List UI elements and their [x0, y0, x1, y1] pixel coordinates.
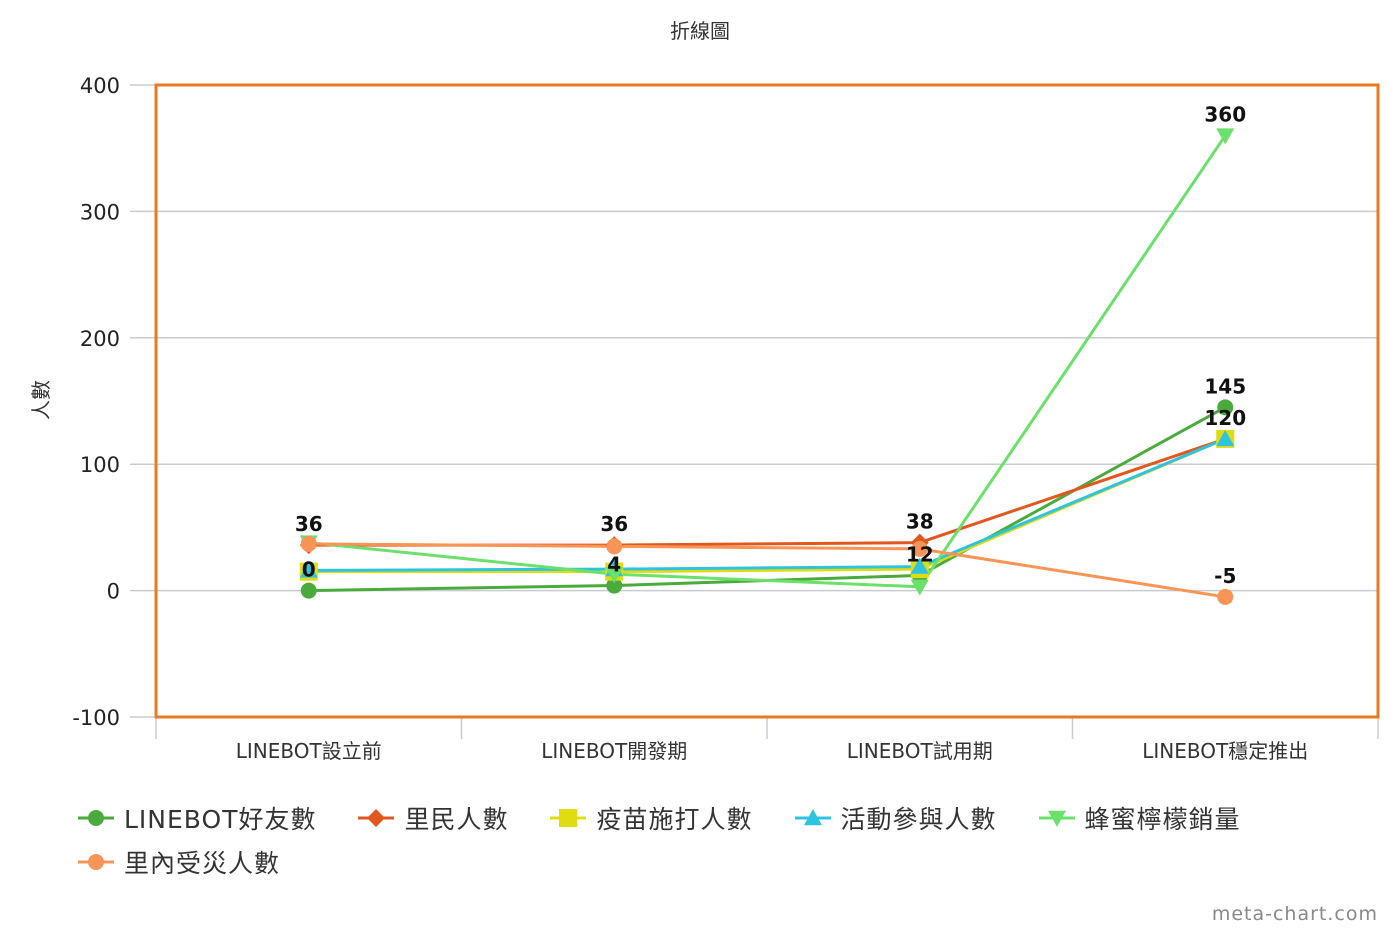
plot-frame — [154, 83, 1380, 719]
data-label: 36 — [600, 512, 628, 536]
data-point[interactable] — [1217, 588, 1234, 605]
legend-label: LINEBOT好友數 — [124, 805, 317, 834]
x-tick-label: LINEBOT試用期 — [847, 739, 993, 763]
series-line — [308, 134, 1227, 589]
legend-label: 里民人數 — [404, 805, 509, 834]
legend-swatch — [550, 809, 587, 827]
legend-item[interactable]: 里內受災人數 — [76, 844, 280, 880]
data-label: 0 — [302, 558, 316, 582]
data-point[interactable] — [606, 577, 623, 594]
legend: LINEBOT好友數 里民人數 疫苗施打人數 活動參與人數 蜂蜜檸檬銷量里內受災人數 — [76, 800, 1376, 880]
data-label: 4 — [607, 553, 621, 577]
legend-item[interactable]: LINEBOT好友數 — [76, 800, 316, 836]
data-label: 38 — [906, 510, 934, 534]
x-axis: LINEBOT設立前 LINEBOT開發期 LINEBOT試用期 LINEBOT穩定推… — [155, 717, 1379, 763]
series-line — [308, 542, 1226, 599]
y-tick-label: 200 — [80, 327, 120, 351]
x-tick-label: LINEBOT穩定推出 — [1142, 739, 1308, 763]
legend-swatch — [794, 809, 831, 826]
series-markers — [299, 128, 1235, 605]
data-label: -5 — [1214, 564, 1236, 588]
data-label: 36 — [295, 512, 323, 536]
series-line — [308, 437, 1226, 572]
y-tick-label: 400 — [80, 74, 120, 98]
data-point[interactable] — [1217, 399, 1234, 416]
data-label: 145 — [1204, 374, 1246, 398]
data-label: 120 — [1204, 406, 1246, 430]
legend-swatch — [358, 809, 395, 827]
data-point[interactable] — [605, 566, 624, 584]
data-point[interactable] — [300, 535, 317, 552]
data-point[interactable] — [1216, 429, 1235, 447]
watermark: meta-chart.com — [1211, 903, 1378, 925]
series-lines — [308, 134, 1227, 599]
x-tick-label: LINEBOT開發期 — [541, 739, 687, 763]
data-point[interactable] — [300, 582, 317, 599]
data-point[interactable] — [299, 561, 318, 578]
y-tick-label: -100 — [72, 706, 120, 730]
legend-item[interactable]: 里民人數 — [356, 800, 508, 836]
data-point[interactable] — [910, 579, 929, 596]
legend-item[interactable]: 蜂蜜檸檬銷量 — [1037, 800, 1241, 836]
legend-item[interactable]: 活動參與人數 — [793, 800, 997, 836]
chart-title: 折線圖 — [670, 19, 730, 43]
grid-lines — [130, 84, 1378, 718]
data-point[interactable] — [1216, 128, 1235, 145]
series-line — [308, 437, 1226, 574]
legend-swatch — [78, 854, 114, 870]
legend-swatch — [1038, 810, 1075, 827]
legend-label: 疫苗施打人數 — [596, 805, 753, 834]
x-tick-label: LINEBOT設立前 — [236, 739, 382, 763]
legend-item[interactable]: 疫苗施打人數 — [548, 800, 752, 836]
legend-label: 活動參與人數 — [840, 805, 997, 834]
y-axis-label: 人數 — [29, 380, 53, 420]
y-axis-ticks: -100 0 100 200 300 400 — [72, 74, 120, 730]
data-point[interactable] — [910, 557, 929, 574]
y-tick-label: 300 — [80, 200, 120, 224]
y-tick-label: 100 — [80, 453, 120, 477]
y-tick-label: 0 — [107, 580, 120, 604]
legend-label: 里內受災人數 — [124, 849, 281, 878]
data-label: 12 — [906, 542, 934, 566]
legend-label: 蜂蜜檸檬銷量 — [1084, 805, 1241, 834]
data-point[interactable] — [911, 540, 928, 557]
data-label: 360 — [1204, 103, 1246, 127]
series-line — [308, 437, 1226, 547]
legend-swatch — [78, 810, 114, 826]
data-point[interactable] — [606, 538, 623, 555]
